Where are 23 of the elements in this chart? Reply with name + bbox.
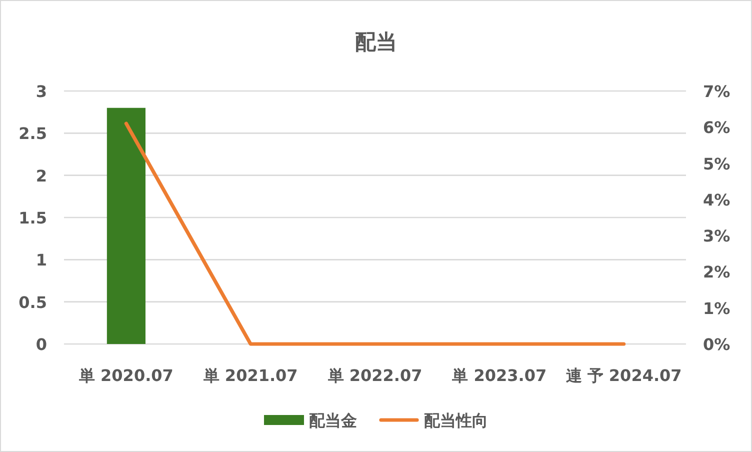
y2-tick-label: 2%: [703, 262, 730, 282]
y-tick-label: 3: [36, 82, 47, 101]
x-tick-label: 単 2023.07: [451, 366, 547, 385]
x-tick-label: 単 2020.07: [78, 366, 174, 385]
y-tick-label: 0: [36, 335, 47, 354]
chart-title: 配当: [355, 30, 397, 54]
y2-tick-label: 4%: [703, 190, 730, 210]
y-tick-label: 2: [36, 166, 47, 186]
y2-tick-label: 6%: [703, 118, 730, 138]
x-tick-label: 単 2021.07: [202, 366, 298, 385]
x-tick-label: 連 予 2024.07: [566, 366, 682, 385]
legend-label: 配当性向: [424, 411, 488, 430]
x-tick-label: 単 2022.07: [326, 366, 422, 385]
y-tick-label: 2.5: [18, 124, 47, 144]
y-tick-label: 0.5: [18, 292, 47, 312]
y2-tick-label: 5%: [703, 154, 730, 174]
legend-label: 配当金: [309, 411, 357, 430]
y2-tick-label: 0%: [703, 335, 730, 354]
y-tick-label: 1: [36, 250, 47, 270]
y2-tick-label: 3%: [703, 226, 730, 246]
y2-tick-label: 1%: [703, 298, 730, 318]
y-tick-label: 1.5: [18, 208, 47, 228]
y2-tick-label: 7%: [703, 82, 730, 101]
